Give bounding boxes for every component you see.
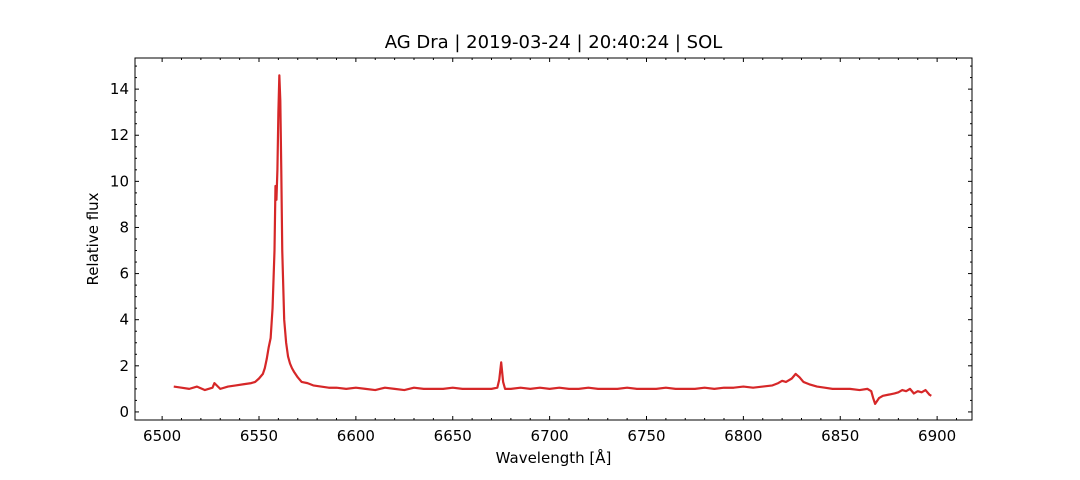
y-tick-label: 12: [110, 126, 129, 144]
x-tick-label: 6600: [337, 427, 375, 445]
y-tick-label: 8: [119, 218, 129, 236]
y-tick-label: 0: [119, 403, 129, 421]
y-axis-label: Relative flux: [84, 192, 102, 285]
y-tick-label: 14: [110, 80, 129, 98]
x-tick-label: 6750: [627, 427, 665, 445]
x-tick-label: 6650: [434, 427, 472, 445]
y-tick-label: 2: [119, 357, 129, 375]
x-tick-label: 6850: [821, 427, 859, 445]
spectrum-line-0: [173, 74, 932, 405]
y-tick-label: 10: [110, 172, 129, 190]
x-tick-label: 6800: [724, 427, 762, 445]
plot-area: [173, 74, 932, 405]
x-tick-label: 6700: [531, 427, 569, 445]
x-tick-label: 6900: [918, 427, 956, 445]
x-tick-label: 6550: [240, 427, 278, 445]
chart-title: AG Dra | 2019-03-24 | 20:40:24 | SOL: [385, 32, 723, 53]
x-tick-label: 6500: [143, 427, 181, 445]
y-tick-label: 4: [119, 311, 129, 329]
y-tick-label: 6: [119, 265, 129, 283]
axes: 6500 6550 6600 6650 6700 6750 6800 6850 6900 0 2 4 6…: [110, 57, 973, 445]
x-axis-label: Wavelength [Å]: [496, 448, 612, 467]
